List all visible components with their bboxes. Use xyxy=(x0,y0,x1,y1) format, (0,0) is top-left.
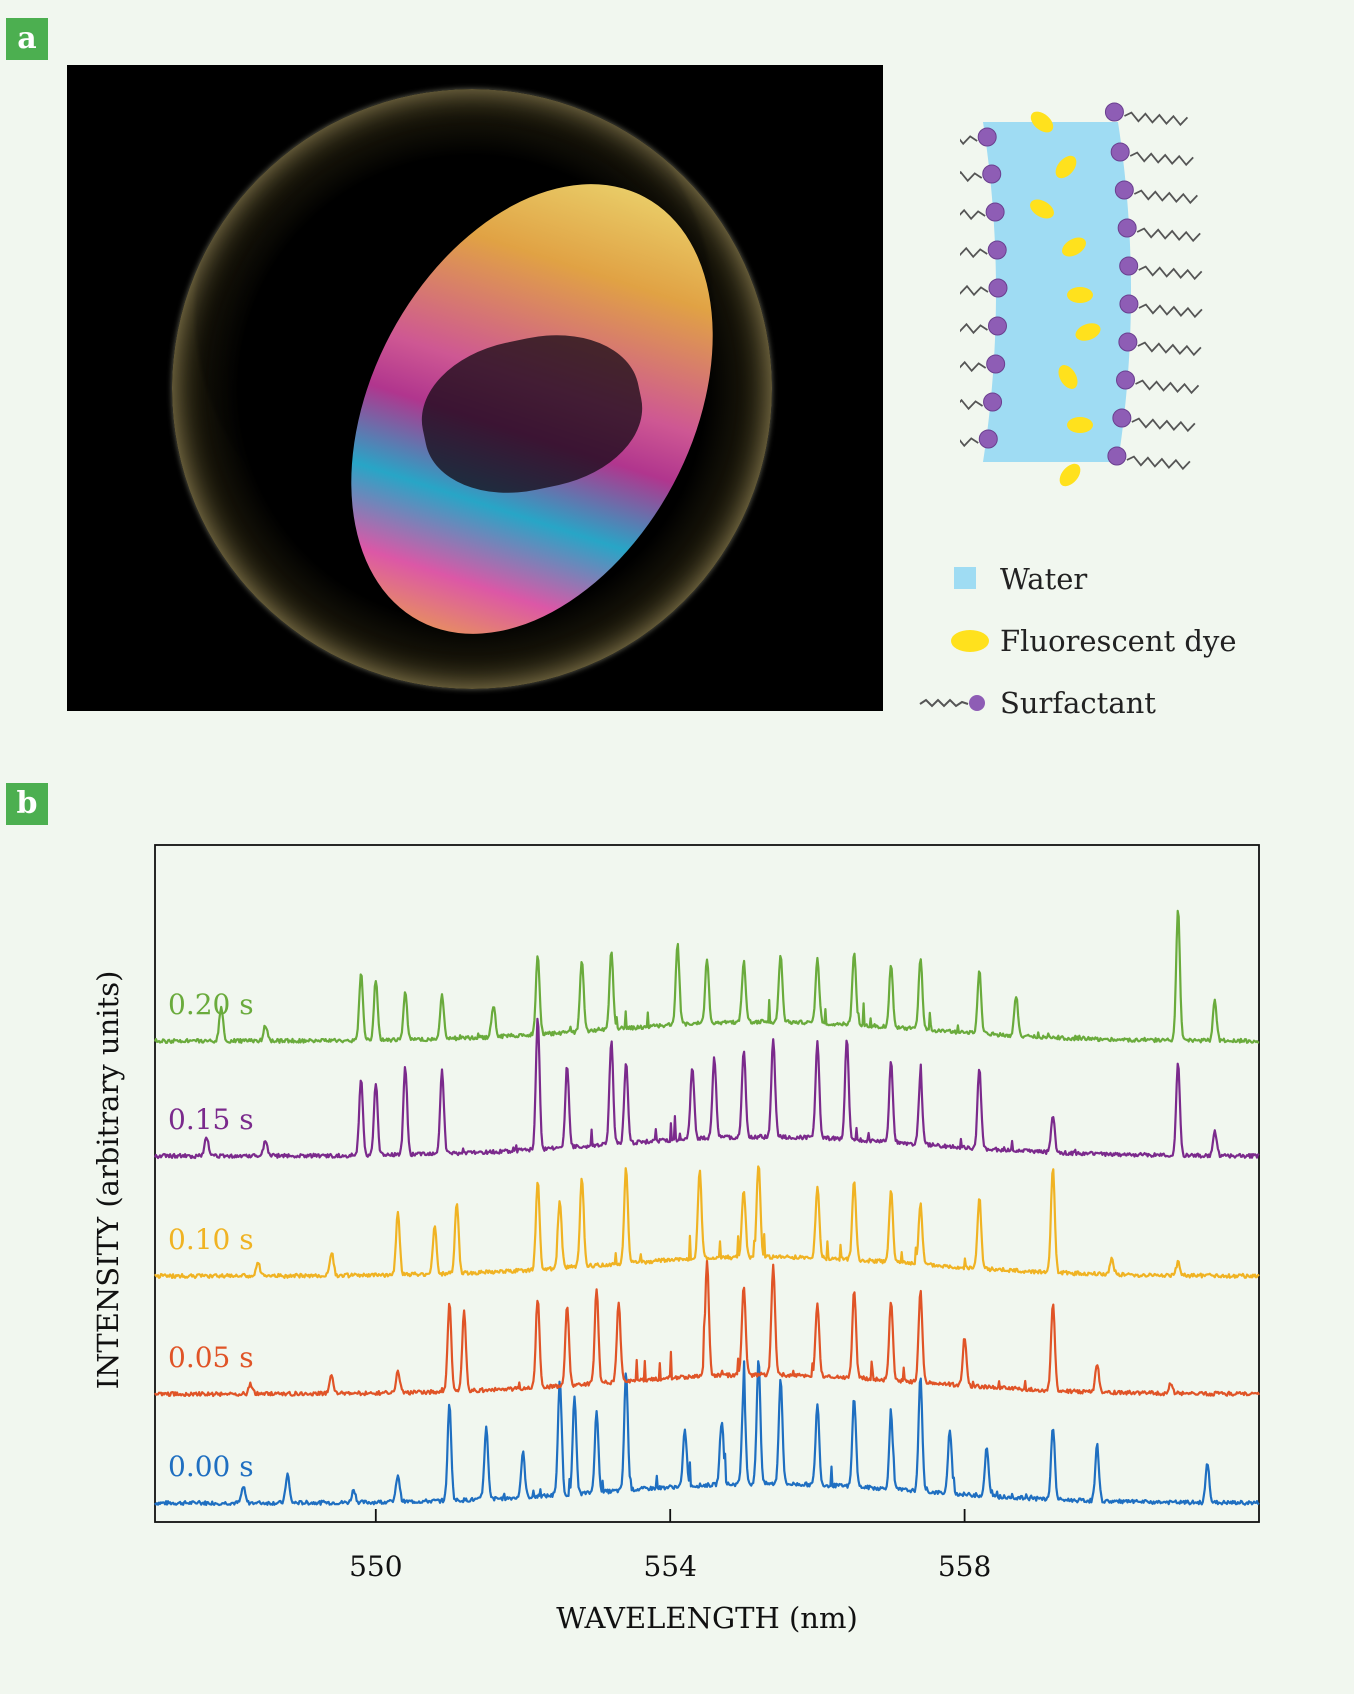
dye-molecule xyxy=(1055,155,1077,179)
surfactant-head xyxy=(985,202,1005,222)
panel-label-b: b xyxy=(6,783,48,825)
series-label: 0.10 s xyxy=(168,1223,254,1256)
dye-ellipse-icon xyxy=(951,630,989,652)
surfactant-tail xyxy=(1138,265,1203,281)
x-axis-label: WAVELENGTH (nm) xyxy=(556,1601,858,1635)
surfactant-head xyxy=(977,127,997,147)
surfactant-tail xyxy=(914,433,979,448)
surfactant-head xyxy=(1114,180,1134,200)
surfactant-tail xyxy=(924,282,989,297)
surfactant-head xyxy=(978,429,998,449)
legend-label-dye: Fluorescent dye xyxy=(1000,624,1237,658)
dye-molecule xyxy=(1058,365,1078,389)
x-tick-label: 550 xyxy=(349,1550,402,1583)
surfactant-head xyxy=(1119,256,1139,276)
x-tick-label: 554 xyxy=(643,1550,696,1583)
series-label: 0.00 s xyxy=(168,1450,254,1483)
dye-molecule xyxy=(1067,417,1093,433)
legend-label-surfactant: Surfactant xyxy=(1000,686,1156,720)
surfactant-tail xyxy=(923,244,988,259)
diagram-legend: Water Fluorescent dye Surfactant xyxy=(918,548,1237,734)
series-label: 0.20 s xyxy=(168,988,254,1021)
surfactant-head xyxy=(1112,408,1132,428)
legend-item-surfactant: Surfactant xyxy=(918,672,1156,734)
surfactant-head xyxy=(1107,446,1127,466)
series-line-015 xyxy=(153,1017,1260,1160)
surfactant-tail xyxy=(1135,379,1200,395)
series-label: 0.15 s xyxy=(168,1103,254,1136)
water-layer xyxy=(982,122,1131,462)
spectra-chart-svg: 0.00 s 0.05 s 0.10 s 0.15 s 0.20 s 550 554 558… xyxy=(91,844,1260,1635)
surfactant-head xyxy=(1104,102,1124,122)
legend-item-dye: Fluorescent dye xyxy=(918,610,1237,672)
surfactant-tail xyxy=(1131,417,1196,433)
surfactant-tail xyxy=(921,358,987,373)
surfactant-head xyxy=(1119,294,1139,314)
soap-bubble-photo xyxy=(67,65,883,711)
series-line-005 xyxy=(154,1259,1260,1398)
dye-molecule xyxy=(1067,287,1093,303)
legend-label-water: Water xyxy=(1000,562,1088,596)
panel-label-a: a xyxy=(6,18,48,60)
surfactant-head xyxy=(1116,370,1136,390)
surfactant-head xyxy=(988,278,1008,298)
surfactant-tail xyxy=(1136,227,1201,243)
film-structure-diagram xyxy=(913,82,1260,502)
series-line-010 xyxy=(154,1165,1260,1279)
surfactant-tail xyxy=(1126,455,1191,471)
dye-molecule xyxy=(1059,463,1081,487)
water-swatch-icon xyxy=(954,567,976,589)
y-axis-label: INTENSITY (arbitrary units) xyxy=(91,971,125,1390)
surfactant-tail xyxy=(913,131,978,146)
surfactant-head xyxy=(983,392,1003,412)
surfactant-head xyxy=(982,164,1002,184)
x-tick-label: 558 xyxy=(938,1550,991,1583)
surfactant-head xyxy=(1117,218,1137,238)
surfactant-tail xyxy=(1133,189,1198,205)
surfactant-tail xyxy=(918,168,983,183)
dye-molecule xyxy=(1062,237,1086,257)
plot-frame xyxy=(154,844,1260,1523)
surfactant-tail xyxy=(1124,111,1189,127)
surfactant-head xyxy=(1110,142,1130,162)
surfactant-head xyxy=(986,354,1006,374)
surfactant-tail xyxy=(1129,151,1194,167)
series-line-000 xyxy=(154,1360,1260,1507)
surfactant-head xyxy=(987,240,1007,260)
dye-molecule xyxy=(1030,111,1054,133)
surfactant-tail xyxy=(918,396,984,411)
dye-molecule xyxy=(1075,323,1101,341)
bubble-image xyxy=(172,89,786,697)
series-line-020 xyxy=(153,909,1260,1044)
legend-item-water: Water xyxy=(918,548,1087,610)
surfactant-tail xyxy=(1138,303,1203,319)
surfactant-molecule-icon xyxy=(919,695,985,711)
surfactant-tail xyxy=(921,206,986,221)
dye-molecule xyxy=(1030,199,1054,219)
film-structure-svg xyxy=(913,102,1203,487)
surfactant-tail xyxy=(923,320,988,335)
spectra-chart: 0.00 s 0.05 s 0.10 s 0.15 s 0.20 s 550 554 558… xyxy=(0,820,1354,1690)
surfactant-head xyxy=(987,316,1007,336)
series-label: 0.05 s xyxy=(168,1341,254,1374)
surfactant-tail xyxy=(1137,341,1202,357)
surfactant-head xyxy=(1118,332,1138,352)
